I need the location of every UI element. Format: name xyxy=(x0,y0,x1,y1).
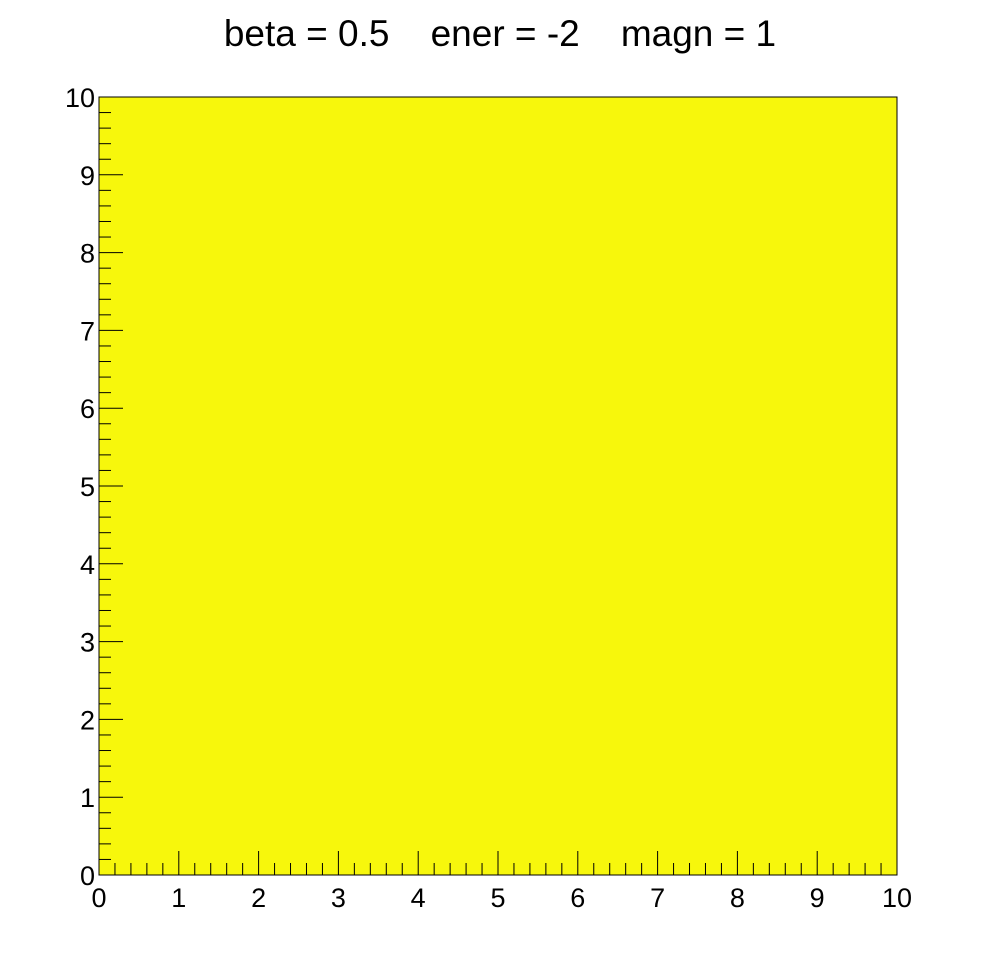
y-tick-label: 5 xyxy=(80,472,95,502)
x-tick-label: 2 xyxy=(251,883,266,913)
y-tick-label: 1 xyxy=(80,783,95,813)
y-tick-label: 0 xyxy=(80,861,95,891)
x-tick-label: 5 xyxy=(490,883,505,913)
chart-title: beta = 0.5 ener = -2 magn = 1 xyxy=(224,13,776,54)
plot-cells xyxy=(99,97,897,875)
heatmap-cell xyxy=(99,97,897,875)
y-axis: 0 1 2 3 4 5 6 7 8 9 10 xyxy=(65,83,123,891)
x-axis: 0 1 2 3 4 5 6 7 8 9 10 xyxy=(91,851,912,913)
y-tick-label: 7 xyxy=(80,316,95,346)
x-tick-label: 10 xyxy=(882,883,912,913)
x-tick-label: 7 xyxy=(650,883,665,913)
x-tick-label: 6 xyxy=(570,883,585,913)
x-tick-label: 9 xyxy=(810,883,825,913)
y-tick-label: 2 xyxy=(80,705,95,735)
x-tick-label: 8 xyxy=(730,883,745,913)
y-tick-label: 4 xyxy=(80,550,95,580)
y-tick-label: 6 xyxy=(80,394,95,424)
y-tick-label: 8 xyxy=(80,239,95,269)
x-tick-label: 4 xyxy=(411,883,426,913)
y-tick-label: 3 xyxy=(80,628,95,658)
x-tick-label: 0 xyxy=(91,883,106,913)
x-tick-label: 3 xyxy=(331,883,346,913)
x-tick-label: 1 xyxy=(171,883,186,913)
y-tick-label: 9 xyxy=(80,161,95,191)
y-tick-label: 10 xyxy=(65,83,95,113)
